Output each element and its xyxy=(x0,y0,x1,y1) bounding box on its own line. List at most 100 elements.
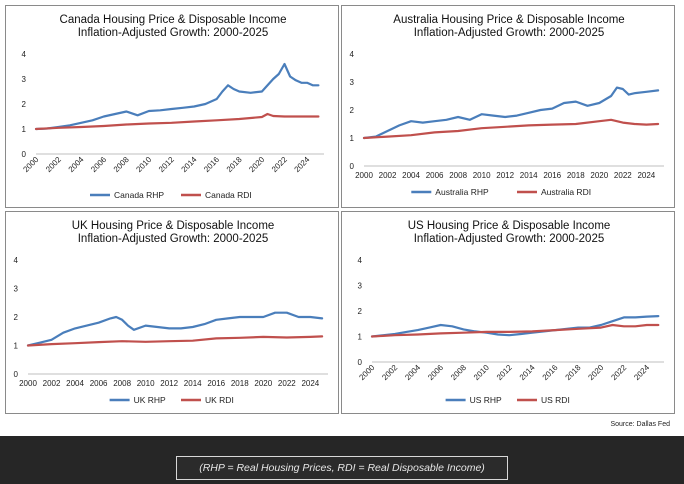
us-chart-title: US Housing Price & Disposable Income xyxy=(408,220,611,232)
australia-legend-label-rdi: Australia RDI xyxy=(541,187,591,197)
us-series-line-rdi xyxy=(370,323,660,338)
canada-x-tick-label: 2002 xyxy=(44,155,63,174)
australia-chart-subtitle: Inflation-Adjusted Growth: 2000-2025 xyxy=(414,27,605,39)
australia-x-tick-label: 2012 xyxy=(496,171,514,180)
us-y-tick-label: 1 xyxy=(358,333,363,342)
australia-x-tick-label: 2010 xyxy=(473,171,491,180)
canada-x-tick-label: 2004 xyxy=(67,155,86,174)
us-x-tick-label: 2016 xyxy=(541,363,560,382)
source-note: Source: Dallas Fed xyxy=(610,421,670,428)
uk-x-tick-label: 2018 xyxy=(231,379,249,388)
uk-x-tick-label: 2016 xyxy=(207,379,225,388)
australia-x-tick-label: 2022 xyxy=(614,171,632,180)
canada-chart-subtitle: Inflation-Adjusted Growth: 2000-2025 xyxy=(78,27,269,39)
uk-x-tick-label: 2004 xyxy=(66,379,84,388)
us-x-tick-label: 2002 xyxy=(380,363,399,382)
us-x-tick-label: 2018 xyxy=(564,363,583,382)
uk-chart-title: UK Housing Price & Disposable Income xyxy=(72,220,275,232)
us-series-line-rhp xyxy=(370,314,660,338)
canada-x-tick-label: 2022 xyxy=(270,155,289,174)
australia-y-tick-label: 0 xyxy=(350,162,355,171)
canada-x-tick-label: 2008 xyxy=(112,155,131,174)
uk-y-tick-label: 3 xyxy=(14,285,19,294)
canada-series-line-rdi xyxy=(34,112,320,131)
us-x-tick-label: 2024 xyxy=(632,363,651,382)
canada-x-tick-label: 2010 xyxy=(134,155,153,174)
us-x-tick-label: 2022 xyxy=(609,363,628,382)
us-y-tick-label: 3 xyxy=(358,282,363,291)
australia-series-line-rdi xyxy=(362,118,660,140)
canada-x-tick-label: 2012 xyxy=(157,155,176,174)
uk-x-tick-label: 2020 xyxy=(254,379,272,388)
us-legend-label-rdi: US RDI xyxy=(541,395,570,405)
uk-x-tick-label: 2022 xyxy=(278,379,296,388)
canada-chart-panel: Canada Housing Price & Disposable Income… xyxy=(5,5,339,208)
australia-x-tick-label: 2006 xyxy=(426,171,444,180)
us-chart-svg: US Housing Price & Disposable IncomeInfl… xyxy=(357,220,664,405)
australia-x-tick-label: 2020 xyxy=(590,171,608,180)
canada-y-tick-label: 1 xyxy=(22,125,27,134)
uk-x-tick-label: 2010 xyxy=(137,379,155,388)
uk-chart-svg: UK Housing Price & Disposable IncomeInfl… xyxy=(14,220,328,405)
australia-x-tick-label: 2008 xyxy=(449,171,467,180)
australia-x-tick-label: 2024 xyxy=(637,171,655,180)
australia-y-tick-label: 3 xyxy=(350,78,355,87)
us-x-tick-label: 2014 xyxy=(518,363,537,382)
chart-figure: Canada Housing Price & Disposable Income… xyxy=(0,0,684,436)
uk-x-tick-label: 2008 xyxy=(113,379,131,388)
canada-chart-svg: Canada Housing Price & Disposable Income… xyxy=(21,14,324,200)
australia-series-line-rhp xyxy=(362,86,660,140)
canada-x-tick-label: 2018 xyxy=(225,155,244,174)
australia-chart-panel: Australia Housing Price & Disposable Inc… xyxy=(341,5,675,208)
caption: (RHP = Real Housing Prices, RDI = Real D… xyxy=(176,456,508,480)
uk-y-tick-label: 0 xyxy=(14,370,19,379)
uk-legend-label-rhp: UK RHP xyxy=(134,395,166,405)
canada-x-tick-label: 2014 xyxy=(180,155,199,174)
australia-x-tick-label: 2016 xyxy=(543,171,561,180)
uk-x-tick-label: 2012 xyxy=(160,379,178,388)
australia-x-tick-label: 2000 xyxy=(355,171,373,180)
uk-x-tick-label: 2006 xyxy=(90,379,108,388)
australia-x-tick-label: 2002 xyxy=(379,171,397,180)
canada-x-tick-label: 2024 xyxy=(293,155,312,174)
canada-y-tick-label: 4 xyxy=(22,50,27,59)
canada-x-tick-label: 2006 xyxy=(89,155,108,174)
canada-x-tick-label: 2020 xyxy=(247,155,266,174)
canada-x-tick-label: 2016 xyxy=(202,155,221,174)
us-legend-label-rhp: US RHP xyxy=(470,395,502,405)
australia-x-tick-label: 2014 xyxy=(520,171,538,180)
canada-series-line-rhp xyxy=(34,62,320,131)
uk-legend-label-rdi: UK RDI xyxy=(205,395,234,405)
canada-y-tick-label: 0 xyxy=(22,150,27,159)
uk-y-tick-label: 4 xyxy=(14,256,19,265)
australia-y-tick-label: 1 xyxy=(350,134,355,143)
us-x-tick-label: 2012 xyxy=(495,363,514,382)
us-x-tick-label: 2020 xyxy=(586,363,605,382)
uk-x-tick-label: 2000 xyxy=(19,379,37,388)
uk-y-tick-label: 1 xyxy=(14,342,19,351)
us-x-tick-label: 2010 xyxy=(472,363,491,382)
uk-x-tick-label: 2014 xyxy=(184,379,202,388)
australia-x-tick-label: 2018 xyxy=(567,171,585,180)
canada-legend-label-rdi: Canada RDI xyxy=(205,190,252,200)
us-chart-subtitle: Inflation-Adjusted Growth: 2000-2025 xyxy=(414,233,605,245)
us-y-tick-label: 4 xyxy=(358,256,363,265)
uk-x-tick-label: 2002 xyxy=(43,379,61,388)
uk-chart-panel: UK Housing Price & Disposable Income Infl… xyxy=(5,211,339,414)
australia-y-tick-label: 2 xyxy=(350,106,355,115)
us-x-tick-label: 2006 xyxy=(426,363,445,382)
australia-legend-label-rhp: Australia RHP xyxy=(435,187,489,197)
us-x-tick-label: 2008 xyxy=(449,363,468,382)
us-chart-panel: US Housing Price & Disposable Income Infl… xyxy=(341,211,675,414)
australia-x-tick-label: 2004 xyxy=(402,171,420,180)
australia-y-tick-label: 4 xyxy=(350,50,355,59)
australia-chart-title: Australia Housing Price & Disposable Inc… xyxy=(393,14,624,26)
uk-x-tick-label: 2024 xyxy=(301,379,319,388)
uk-chart-subtitle: Inflation-Adjusted Growth: 2000-2025 xyxy=(78,233,269,245)
uk-series-line-rdi xyxy=(26,335,324,347)
us-y-tick-label: 2 xyxy=(358,307,363,316)
australia-chart-svg: Australia Housing Price & Disposable Inc… xyxy=(350,14,664,197)
canada-legend-label-rhp: Canada RHP xyxy=(114,190,164,200)
us-x-tick-label: 2004 xyxy=(403,363,422,382)
us-y-tick-label: 0 xyxy=(358,358,363,367)
